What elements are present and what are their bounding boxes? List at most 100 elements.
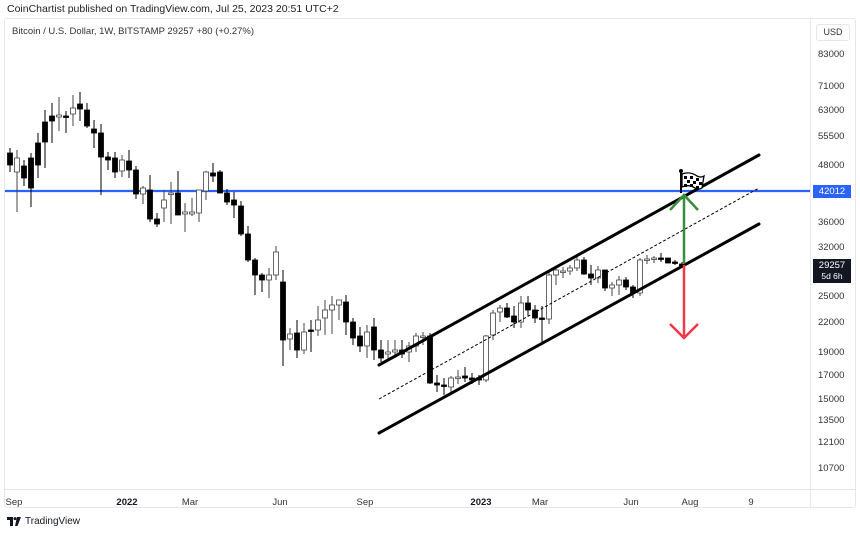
- candle-body: [434, 382, 440, 386]
- y-tick-label: 19000: [818, 347, 845, 358]
- checkered-flag-icon: [679, 169, 705, 193]
- tradingview-brand[interactable]: TradingView: [7, 516, 80, 527]
- x-tick-label: Aug: [681, 497, 699, 508]
- channel-upper-line: [377, 153, 761, 367]
- candle-body: [637, 259, 643, 294]
- y-tick-label: 32000: [818, 242, 845, 253]
- x-tick-label: Sep: [356, 497, 374, 508]
- candle-body: [280, 281, 286, 341]
- y-tick-label: 12100: [818, 437, 845, 448]
- candle-body: [602, 269, 608, 289]
- candle-body: [301, 331, 307, 351]
- tradingview-logo-icon: [7, 517, 21, 526]
- y-tick-label: 13500: [818, 415, 845, 426]
- candle-body: [364, 331, 370, 347]
- candle-body: [147, 189, 153, 220]
- candle-body: [553, 269, 559, 276]
- y-tick-label: 63000: [818, 105, 845, 116]
- candle-body: [490, 312, 496, 336]
- candle-body: [196, 189, 202, 214]
- x-tick-label: Mar: [181, 497, 199, 508]
- candle-body: [546, 274, 552, 320]
- candle-body: [252, 259, 258, 276]
- candle-body: [266, 274, 272, 281]
- candle-body: [574, 259, 580, 269]
- candle-body: [189, 211, 195, 215]
- candle-body: [287, 333, 293, 340]
- candle-body: [385, 351, 391, 355]
- candle-body: [497, 307, 503, 313]
- candle-body: [581, 259, 587, 275]
- candle-body: [336, 299, 342, 306]
- y-tick-label: 83000: [818, 49, 845, 60]
- candle-body: [294, 332, 300, 351]
- candle-body: [28, 157, 34, 189]
- candle-body: [357, 335, 363, 347]
- candle-body: [672, 261, 678, 264]
- chart-frame: [4, 18, 856, 508]
- candle-body: [644, 258, 650, 261]
- x-tick-label: Jun: [272, 497, 288, 508]
- candle-body: [133, 169, 139, 195]
- candle-body: [98, 132, 104, 158]
- y-tick-label: 22000: [818, 317, 845, 328]
- x-tick-label: Sep: [5, 497, 23, 508]
- y-tick-label: 36000: [818, 217, 845, 228]
- candle-body: [658, 257, 664, 260]
- y-tick-label: 15000: [818, 394, 845, 405]
- x-tick-label: 9: [748, 497, 754, 508]
- last-price-label: 29257 5d 6h: [813, 259, 851, 283]
- candle-body: [588, 273, 594, 279]
- candle-body: [511, 315, 517, 323]
- candle-body: [273, 251, 279, 276]
- candle-body: [161, 199, 167, 209]
- candle-body: [105, 156, 111, 161]
- channel-midline: [378, 187, 760, 400]
- candle-body: [259, 274, 265, 281]
- candle-body: [231, 199, 237, 206]
- candle-body: [539, 317, 545, 320]
- candle-body: [35, 142, 41, 166]
- candle-body: [525, 302, 531, 311]
- candle-body: [322, 309, 328, 319]
- candle-body: [518, 302, 524, 323]
- candle-body: [112, 157, 118, 173]
- price-axis-divider: [810, 19, 811, 507]
- arrow-up-icon: [669, 193, 699, 211]
- candle-body: [70, 107, 76, 115]
- horizontal-level-label: 42012: [813, 185, 851, 198]
- candle-body: [616, 279, 622, 286]
- candle-body: [371, 326, 377, 351]
- candle-body: [63, 115, 69, 118]
- candle-body: [329, 304, 335, 311]
- candle-body: [154, 218, 160, 225]
- x-tick-label: 2023: [470, 497, 492, 508]
- brand-name: TradingView: [25, 516, 81, 527]
- candle-countdown: 5d 6h: [821, 271, 843, 281]
- candle-body: [168, 192, 174, 195]
- x-tick-label: Jun: [623, 497, 639, 508]
- channel-lower-line: [377, 222, 761, 435]
- publisher-line: CoinChartist published on TradingView.co…: [7, 3, 339, 15]
- candle-body: [91, 128, 97, 134]
- candle-body: [343, 301, 349, 323]
- candle-body: [651, 257, 657, 260]
- candle-body: [378, 349, 384, 359]
- currency-button[interactable]: USD: [816, 24, 850, 41]
- x-tick-label: 2022: [116, 497, 138, 508]
- candle-body: [175, 192, 181, 216]
- time-axis-divider: [5, 489, 855, 490]
- candle-body: [203, 171, 209, 192]
- candle-body: [448, 377, 454, 388]
- candle-body: [42, 121, 48, 143]
- candle-body: [483, 335, 489, 381]
- candle-body: [77, 103, 83, 110]
- candle-body: [217, 171, 223, 194]
- candle-body: [455, 376, 461, 379]
- candle-body: [441, 384, 447, 387]
- candle-body: [182, 211, 188, 215]
- candle-body: [14, 157, 20, 173]
- y-tick-label: 25000: [818, 291, 845, 302]
- candle-body: [665, 257, 671, 264]
